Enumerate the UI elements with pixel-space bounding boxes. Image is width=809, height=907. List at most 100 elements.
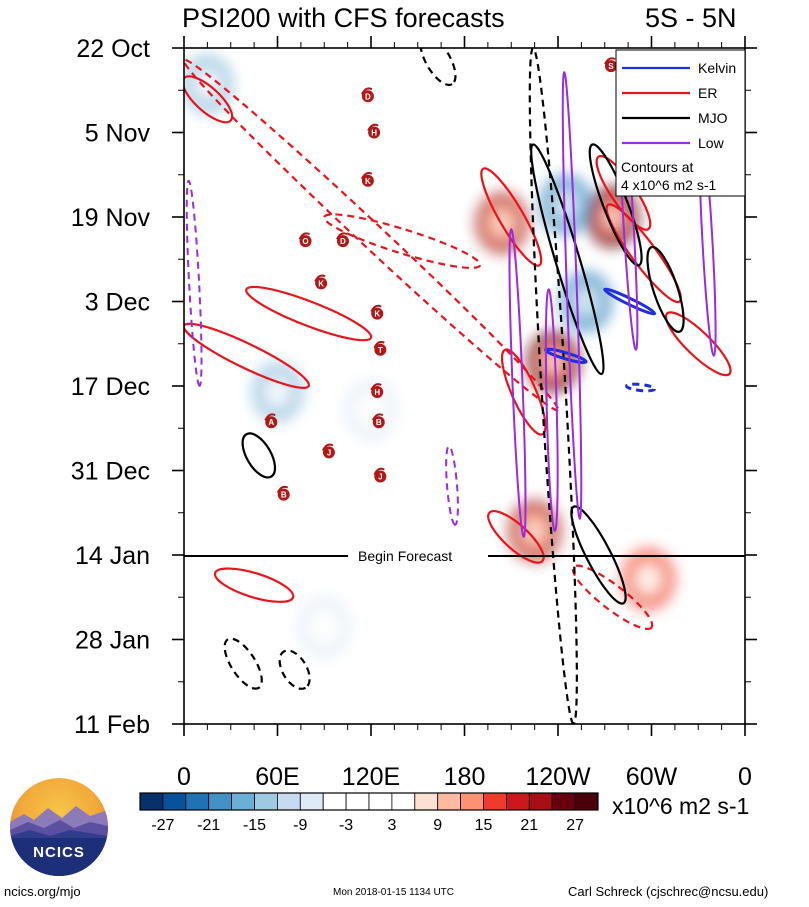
anomaly-patch-4-2	[636, 565, 661, 594]
cyclone-marker-4: O	[298, 232, 312, 248]
low-contour-2	[508, 228, 527, 538]
legend: Kelvin ER MJO Low Contours at 4 x10^6 m2 s-…	[615, 49, 746, 197]
ncics-logo: NCICS	[10, 778, 108, 876]
mjo-contour-6	[419, 48, 457, 87]
er-contour-7	[184, 322, 310, 389]
colorbar-tick-4: -3	[339, 817, 353, 834]
low-contour-1	[445, 445, 459, 526]
cyclone-marker-13: J	[373, 467, 387, 483]
svg-text:D: D	[340, 237, 346, 246]
cyclone-marker-6: K	[314, 274, 328, 290]
kelvin-contour-0	[603, 287, 657, 316]
x-tick-label-6: 0	[738, 763, 752, 791]
axis-ticks	[172, 36, 757, 736]
anomaly-patch-7-2	[265, 378, 290, 407]
colorbar-units: x10^6 m2 s-1	[612, 793, 750, 819]
colorbar-box-4	[231, 792, 255, 811]
x-tick-label-3: 180	[444, 763, 486, 791]
anomaly-shading	[184, 54, 675, 658]
chart-title: PSI200 with CFS forecasts	[182, 3, 505, 33]
colorbar-box-11	[391, 792, 416, 811]
legend-note-line1: Contours at	[621, 159, 693, 175]
colorbar-tick-3: -9	[293, 817, 307, 834]
svg-text:H: H	[374, 388, 380, 397]
y-tick-label-4: 17 Dec	[71, 373, 150, 401]
colorbar-box-9	[345, 792, 370, 811]
er-contour-2	[487, 510, 545, 564]
legend-box	[615, 49, 746, 197]
legend-label-0: Kelvin	[698, 60, 736, 76]
colorbar-tick-2: -15	[243, 817, 266, 834]
cyclone-marker-10: B	[371, 413, 385, 429]
er-contour-11	[323, 213, 482, 269]
cyclone-marker-8: T	[373, 340, 387, 356]
cyclone-marker-9: H	[370, 383, 384, 399]
region-label: 5S - 5N	[645, 3, 737, 33]
anomaly-patch-0-2	[541, 347, 566, 376]
svg-text:S: S	[608, 62, 614, 71]
colorbar-box-8	[322, 792, 347, 811]
tropical-cyclone-markers: S D H K O D K K T H B A J J B	[264, 57, 617, 501]
mjo-contour-7	[223, 637, 263, 690]
colorbar-box-0	[139, 792, 164, 811]
wave-filtered-contours	[184, 48, 732, 724]
y-tick-label-6: 14 Jan	[75, 542, 150, 570]
svg-text:B: B	[376, 418, 382, 427]
colorbar-tick-5: 3	[387, 817, 396, 834]
mjo-contour-3	[646, 245, 685, 333]
svg-text:T: T	[378, 346, 383, 355]
y-tick-label-2: 19 Nov	[71, 204, 151, 232]
mjo-contour-4	[241, 432, 277, 479]
er-contour-10	[184, 58, 560, 412]
legend-label-2: MJO	[698, 110, 728, 126]
legend-label-3: Low	[698, 135, 725, 151]
footer-timestamp: Mon 2018-01-15 1134 UTC	[333, 887, 454, 898]
cyclone-marker-12: J	[322, 443, 335, 459]
colorbar-box-5	[254, 792, 278, 811]
svg-text:O: O	[302, 237, 308, 246]
anomaly-patch-5-2	[574, 287, 599, 316]
mjo-contour-1	[588, 143, 643, 267]
colorbar-box-19	[574, 792, 599, 811]
logo-text: NCICS	[33, 844, 85, 861]
colorbar-box-1	[162, 792, 187, 811]
x-tick-label-5: 60W	[626, 763, 678, 791]
cyclone-marker-2: H	[367, 123, 381, 139]
colorbar-box-12	[414, 792, 439, 811]
svg-text:D: D	[365, 92, 371, 101]
x-tick-label-2: 120E	[342, 763, 400, 791]
kelvin-contour-2	[625, 382, 657, 393]
er-contour-0	[480, 167, 543, 267]
y-axis-labels: 22 Oct 5 Nov 19 Nov 3 Dec 17 Dec 31 Dec 14 Jan…	[71, 35, 151, 739]
cyclone-marker-0: S	[604, 57, 617, 73]
y-tick-label-3: 3 Dec	[85, 289, 150, 317]
svg-text:J: J	[327, 448, 331, 457]
colorbar-tick-7: 15	[475, 817, 493, 834]
colorbar-box-7	[299, 792, 324, 811]
cyclone-marker-11: A	[264, 413, 278, 429]
colorbar-tick-0: -27	[151, 817, 174, 834]
cyclone-marker-1: D	[360, 87, 374, 103]
mjo-contour-2	[570, 505, 627, 605]
low-contour-3	[544, 288, 559, 532]
colorbar-box-15	[483, 792, 507, 811]
colorbar-box-16	[505, 792, 530, 811]
colorbar-box-6	[276, 792, 301, 811]
colorbar-box-3	[208, 792, 232, 811]
colorbar-tick-8: 21	[520, 817, 538, 834]
anomaly-patch-10-2	[312, 613, 337, 642]
er-contour-8	[245, 285, 373, 342]
svg-text:K: K	[318, 279, 324, 288]
forecast-start-label: Begin Forecast	[358, 548, 452, 564]
cyclone-marker-3: K	[360, 171, 374, 187]
er-contour-12	[571, 564, 654, 630]
y-tick-label-5: 31 Dec	[71, 458, 150, 486]
svg-text:B: B	[281, 491, 287, 500]
forecast-label-background	[348, 547, 488, 565]
x-tick-label-4: 120W	[525, 763, 591, 791]
svg-text:J: J	[378, 473, 382, 482]
colorbar-box-2	[185, 792, 210, 811]
x-axis-labels: 0 60E 120E 180 120W 60W 0	[177, 763, 752, 791]
colorbar-tick-6: 9	[433, 817, 442, 834]
